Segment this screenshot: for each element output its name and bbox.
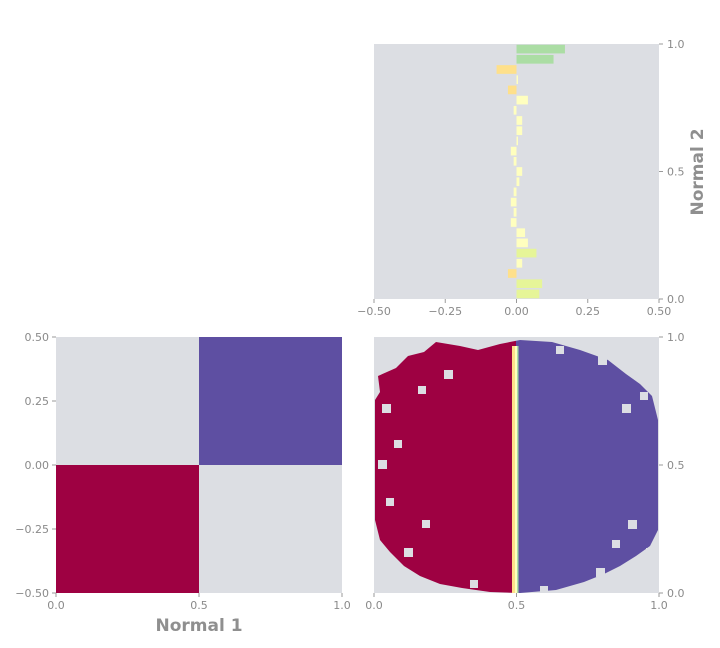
profile-bar — [516, 289, 540, 299]
profile-bar — [516, 167, 523, 176]
x-tick-label: 0.0 — [365, 599, 383, 612]
boundary-green — [517, 346, 519, 593]
y-tick-label: −0.50 — [15, 587, 49, 600]
profile-bar — [513, 207, 517, 217]
x-axis-title: Normal 1 — [155, 616, 242, 636]
x-tick-label: 0.5 — [508, 599, 526, 612]
x-tick-label: −0.50 — [357, 305, 391, 318]
y-axis-right: 0.0 0.5 1.0 — [659, 331, 685, 600]
x-tick-label: −0.25 — [428, 305, 462, 318]
background-gaps — [378, 346, 655, 593]
profile-bar — [513, 156, 517, 166]
profile-bar — [513, 105, 517, 115]
profile-bar — [516, 95, 528, 105]
quadrant-cells — [56, 337, 342, 593]
profile-bar — [510, 197, 517, 207]
x-tick-label: 1.0 — [650, 599, 668, 612]
y-tick-label: 0.5 — [667, 166, 685, 179]
profile-bar — [496, 65, 517, 74]
y-axis-title: Normal 2 — [688, 128, 708, 215]
bottom-left-panel: 0.0 0.5 1.0 0.50 0.25 0.00 −0.25 −0.50 Normal … — [15, 331, 350, 636]
x-axis: 0.0 0.5 1.0 — [47, 593, 351, 612]
x-tick-label: 0.5 — [190, 599, 208, 612]
profile-bar — [516, 258, 523, 268]
x-tick-label: 0.0 — [47, 599, 65, 612]
profile-bar — [507, 85, 517, 95]
y-tick-label: 0.25 — [25, 395, 50, 408]
decision-boundary — [512, 346, 519, 593]
y-axis-left: 0.50 0.25 0.00 −0.25 −0.50 — [15, 331, 56, 600]
y-tick-label: 0.5 — [667, 459, 685, 472]
profile-bar — [516, 126, 523, 136]
x-tick-label: 0.25 — [576, 305, 601, 318]
purple-region — [516, 340, 658, 593]
profile-bar — [516, 44, 565, 54]
top-right-panel: −0.50 −0.25 0.00 0.25 0.50 0.0 0.5 1.0 Normal … — [357, 38, 708, 318]
quadrant-cell-red — [56, 465, 199, 593]
profile-bar — [516, 116, 523, 125]
class-regions — [375, 340, 658, 593]
y-tick-label: −0.25 — [15, 523, 49, 536]
y-tick-label: 0.0 — [667, 587, 685, 600]
profile-bar — [516, 279, 543, 289]
x-tick-label: 0.50 — [647, 305, 672, 318]
profile-bar — [516, 238, 528, 248]
y-tick-label: 0.00 — [25, 459, 50, 472]
y-tick-label: 1.0 — [667, 331, 685, 344]
red-region — [375, 340, 516, 593]
profile-bar — [516, 54, 554, 64]
boundary-light-yellow — [515, 346, 517, 593]
x-tick-label: 0.00 — [504, 305, 529, 318]
profile-bar — [507, 269, 517, 278]
profile-bar — [516, 248, 537, 258]
profile-bar — [510, 218, 517, 227]
boundary-yellow — [512, 346, 515, 593]
bar-series — [496, 44, 565, 299]
x-axis: 0.0 0.5 1.0 — [365, 593, 668, 612]
profile-bar — [516, 136, 518, 146]
bottom-right-panel: 0.0 0.5 1.0 0.0 0.5 1.0 — [365, 331, 684, 612]
profile-bar — [510, 146, 517, 156]
x-axis: −0.50 −0.25 0.00 0.25 0.50 — [357, 299, 671, 318]
y-tick-label: 0.0 — [667, 293, 685, 306]
x-tick-label: 1.0 — [333, 599, 351, 612]
profile-bar — [516, 75, 518, 85]
profile-bar — [513, 187, 517, 197]
profile-bar — [516, 228, 526, 238]
profile-bar — [516, 177, 520, 187]
quadrant-cell-purple — [199, 337, 342, 465]
y-axis-right: 0.0 0.5 1.0 — [659, 38, 685, 306]
y-tick-label: 1.0 — [667, 38, 685, 51]
y-tick-label: 0.50 — [25, 331, 50, 344]
